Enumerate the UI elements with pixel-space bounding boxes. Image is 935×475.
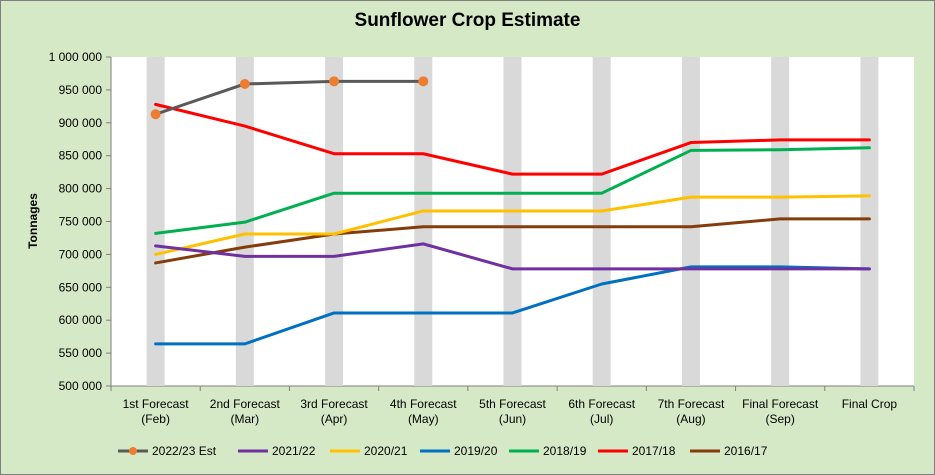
series-line-2017-18 <box>154 102 871 176</box>
series-line-2019-20 <box>154 265 871 346</box>
chart-title: Sunflower Crop Estimate <box>354 10 581 31</box>
legend-label: 2020/21 <box>364 444 408 458</box>
y-axis-ticks: 500 000 550 000 600 000 650 000 700 000 750 0… <box>49 50 111 393</box>
series-marker <box>329 76 340 87</box>
legend-item: 2018/19 <box>509 444 587 458</box>
legend-item: 2016/17 <box>690 444 768 458</box>
legend-item: 2017/18 <box>598 444 676 458</box>
legend-label: 2021/22 <box>272 444 316 458</box>
legend-item: 2022/23 Est <box>118 444 217 458</box>
y-tick-label: 950 000 <box>59 83 103 97</box>
y-tick-label: 850 000 <box>59 149 103 163</box>
x-tick-label: 1st Forecast (Feb) <box>123 397 190 426</box>
x-tick-label: 5th Forecast (Jun) <box>479 397 546 426</box>
legend-item: 2020/21 <box>330 444 408 458</box>
series-line-2016-17 <box>154 217 871 265</box>
legend-label: 2022/23 Est <box>152 444 217 458</box>
y-tick-label: 700 000 <box>59 247 103 261</box>
series-line-2021-22 <box>154 242 871 271</box>
legend-item: 2021/22 <box>238 444 316 458</box>
x-tick-label: 4th Forecast (May) <box>390 397 457 426</box>
legend-marker <box>129 447 137 455</box>
y-tick-label: 800 000 <box>59 182 103 196</box>
category-band <box>860 57 879 386</box>
x-axis-ticks: 1st Forecast (Feb) 2nd Forecast (Mar) 3rd Fo… <box>110 386 915 426</box>
x-tick-label: 2nd Forecast (Mar) <box>210 397 281 426</box>
legend-label: 2016/17 <box>724 444 768 458</box>
x-tick-label: 7th Forecast (Aug) <box>658 397 725 426</box>
legend-item: 2019/20 <box>420 444 498 458</box>
x-tick-label: 3rd Forecast (Apr) <box>300 397 368 426</box>
y-tick-label: 650 000 <box>59 280 103 294</box>
series-line-2020-21 <box>154 194 871 256</box>
x-tick-label: Final Crop <box>842 397 898 411</box>
category-band <box>414 57 433 386</box>
legend-label: 2019/20 <box>454 444 498 458</box>
category-band <box>325 57 344 386</box>
category-band <box>592 57 611 386</box>
category-band <box>146 57 165 386</box>
y-axis-label: Tonnages <box>26 193 40 249</box>
series-line-2018-19 <box>154 146 871 235</box>
series-marker <box>418 76 429 87</box>
series-marker <box>150 109 161 120</box>
x-tick-label: Final Forecast (Sep) <box>742 397 819 426</box>
y-tick-label: 900 000 <box>59 116 103 130</box>
y-tick-label: 500 000 <box>59 379 103 393</box>
series-markers <box>150 76 429 120</box>
x-tick-label: 6th Forecast (Jul) <box>568 397 635 426</box>
series-line-2022-23-est <box>154 79 425 116</box>
category-band <box>503 57 522 386</box>
legend-label: 2018/19 <box>543 444 587 458</box>
series-lines <box>154 79 871 346</box>
y-tick-label: 1 000 000 <box>49 50 103 64</box>
y-tick-label: 750 000 <box>59 215 103 229</box>
y-tick-label: 600 000 <box>59 313 103 327</box>
y-tick-label: 550 000 <box>59 346 103 360</box>
series-marker <box>239 78 250 89</box>
category-band <box>771 57 790 386</box>
legend-label: 2017/18 <box>632 444 676 458</box>
legend: 2022/23 Est 2021/22 2020/21 2019/20 2018/19 2… <box>118 444 768 458</box>
category-band <box>681 57 700 386</box>
